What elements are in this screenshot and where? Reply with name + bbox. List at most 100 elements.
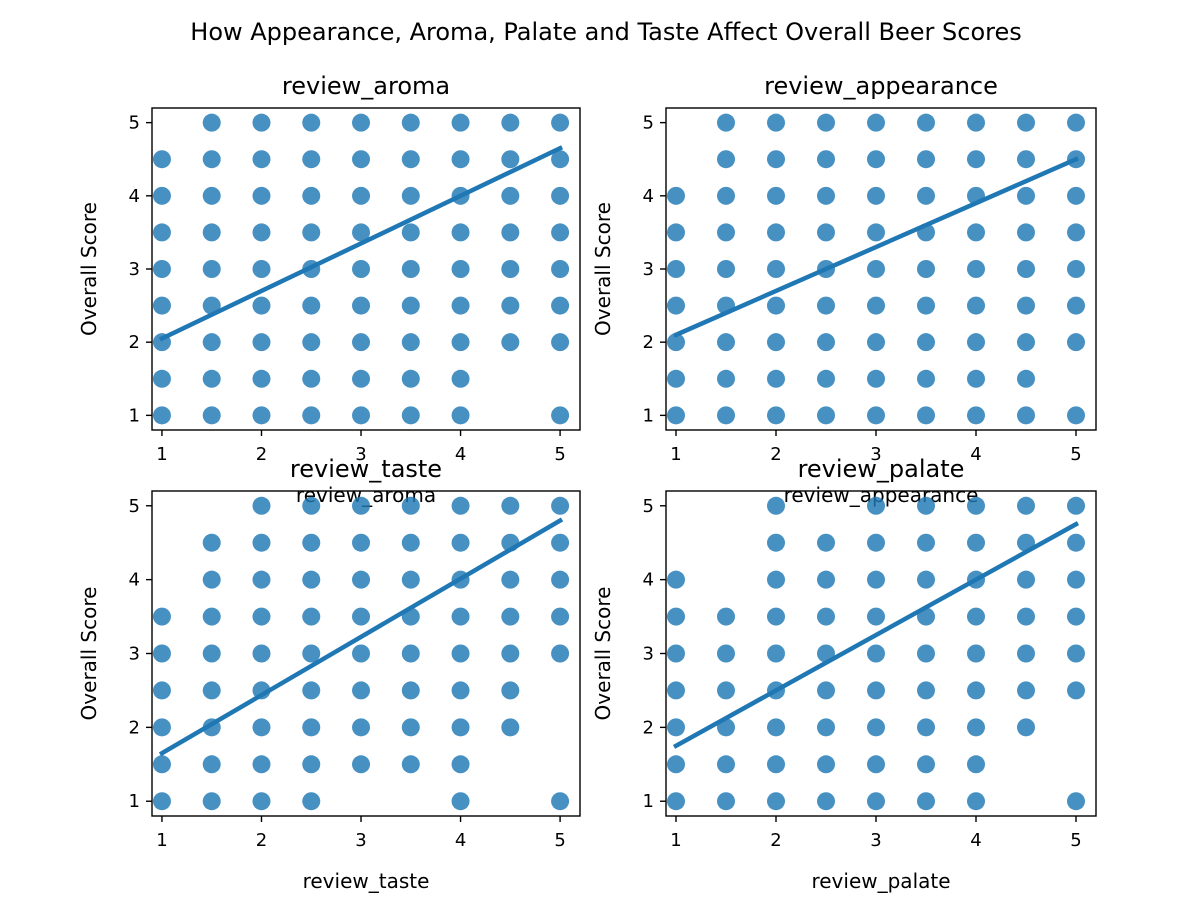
scatter-point <box>501 186 520 205</box>
scatter-point <box>867 333 885 352</box>
x-tick-label: 1 <box>670 444 681 465</box>
scatter-point <box>867 718 885 737</box>
scatter-point <box>867 533 885 552</box>
scatter-point <box>867 570 885 589</box>
scatter-point <box>817 718 835 737</box>
scatter-point <box>717 755 735 774</box>
scatter-point <box>202 570 221 589</box>
scatter-point <box>302 570 321 589</box>
subplot-title: review_palate <box>798 455 965 483</box>
scatter-point <box>451 113 470 132</box>
scatter-point <box>1067 186 1085 205</box>
scatter-point <box>1017 296 1035 315</box>
scatter-point <box>817 150 835 169</box>
scatter-point <box>152 369 171 388</box>
scatter-point <box>202 150 221 169</box>
y-tick-label: 4 <box>643 186 654 207</box>
y-axis-label: Overall Score <box>77 587 101 721</box>
scatter-point <box>867 260 885 278</box>
scatter-point <box>252 792 271 811</box>
scatter-point <box>252 369 271 388</box>
scatter-point <box>252 260 271 278</box>
scatter-point <box>917 496 935 515</box>
scatter-point <box>152 644 171 663</box>
scatter-point <box>451 369 470 388</box>
scatter-point <box>501 260 520 278</box>
scatter-point <box>401 406 420 425</box>
x-tick-label: 4 <box>970 830 981 851</box>
y-tick-label: 2 <box>643 717 654 738</box>
scatter-point <box>917 406 935 425</box>
scatter-point <box>302 718 321 737</box>
y-tick-label: 3 <box>643 644 654 665</box>
scatter-point <box>551 792 570 811</box>
scatter-point <box>501 570 520 589</box>
scatter-point <box>252 607 271 626</box>
scatter-point <box>152 186 171 205</box>
scatter-point <box>252 496 271 515</box>
x-axis-label: review_taste <box>303 869 430 893</box>
scatter-point <box>401 755 420 774</box>
scatter-point <box>202 533 221 552</box>
scatter-point <box>551 607 570 626</box>
scatter-point <box>717 186 735 205</box>
scatter-point <box>352 186 371 205</box>
scatter-point <box>967 113 985 132</box>
scatter-point <box>717 223 735 242</box>
scatter-point <box>352 607 371 626</box>
scatter-point <box>152 223 171 242</box>
scatter-point <box>767 260 785 278</box>
scatter-point <box>352 718 371 737</box>
y-tick-label: 2 <box>643 332 654 353</box>
scatter-point <box>1017 607 1035 626</box>
scatter-point <box>967 296 985 315</box>
scatter-point <box>152 681 171 700</box>
scatter-point <box>917 369 935 388</box>
scatter-point <box>202 186 221 205</box>
scatter-point <box>967 406 985 425</box>
scatter-point <box>1067 296 1085 315</box>
scatter-point <box>867 644 885 663</box>
scatter-point <box>451 792 470 811</box>
scatter-point <box>967 223 985 242</box>
scatter-point <box>401 186 420 205</box>
scatter-point <box>152 718 171 737</box>
subplot-aroma: review_aroma Overall Score 1 2 3 4 5 1 2 3 4 5 rev… <box>77 72 581 507</box>
y-axis-label: Overall Score <box>591 202 615 336</box>
scatter-point <box>717 369 735 388</box>
x-tick-label: 4 <box>455 830 466 851</box>
scatter-point <box>401 223 420 242</box>
scatter-point <box>917 333 935 352</box>
scatter-point <box>551 406 570 425</box>
scatter-point <box>352 406 371 425</box>
scatter-point <box>352 369 371 388</box>
scatter-point <box>451 533 470 552</box>
scatter-point <box>152 607 171 626</box>
scatter-point <box>302 496 321 515</box>
scatter-point <box>352 644 371 663</box>
scatter-point <box>501 223 520 242</box>
x-axis-label: review_palate <box>811 869 950 893</box>
scatter-point <box>202 755 221 774</box>
scatter-point <box>967 792 985 811</box>
scatter-point <box>401 533 420 552</box>
scatter-point <box>767 186 785 205</box>
scatter-point <box>1067 260 1085 278</box>
scatter-point <box>352 260 371 278</box>
scatter-point <box>152 150 171 169</box>
scatter-point <box>1017 496 1035 515</box>
scatter-point <box>501 681 520 700</box>
scatter-point <box>352 681 371 700</box>
scatter-point <box>917 755 935 774</box>
scatter-point <box>1067 496 1085 515</box>
scatter-point <box>817 607 835 626</box>
scatter-point <box>451 755 470 774</box>
scatter-point <box>1067 681 1085 700</box>
scatter-point <box>867 681 885 700</box>
y-axis-label: Overall Score <box>591 587 615 721</box>
scatter-point <box>917 792 935 811</box>
y-tick-label: 1 <box>129 405 140 426</box>
scatter-point <box>401 718 420 737</box>
scatter-point <box>817 186 835 205</box>
scatter-point <box>717 681 735 700</box>
